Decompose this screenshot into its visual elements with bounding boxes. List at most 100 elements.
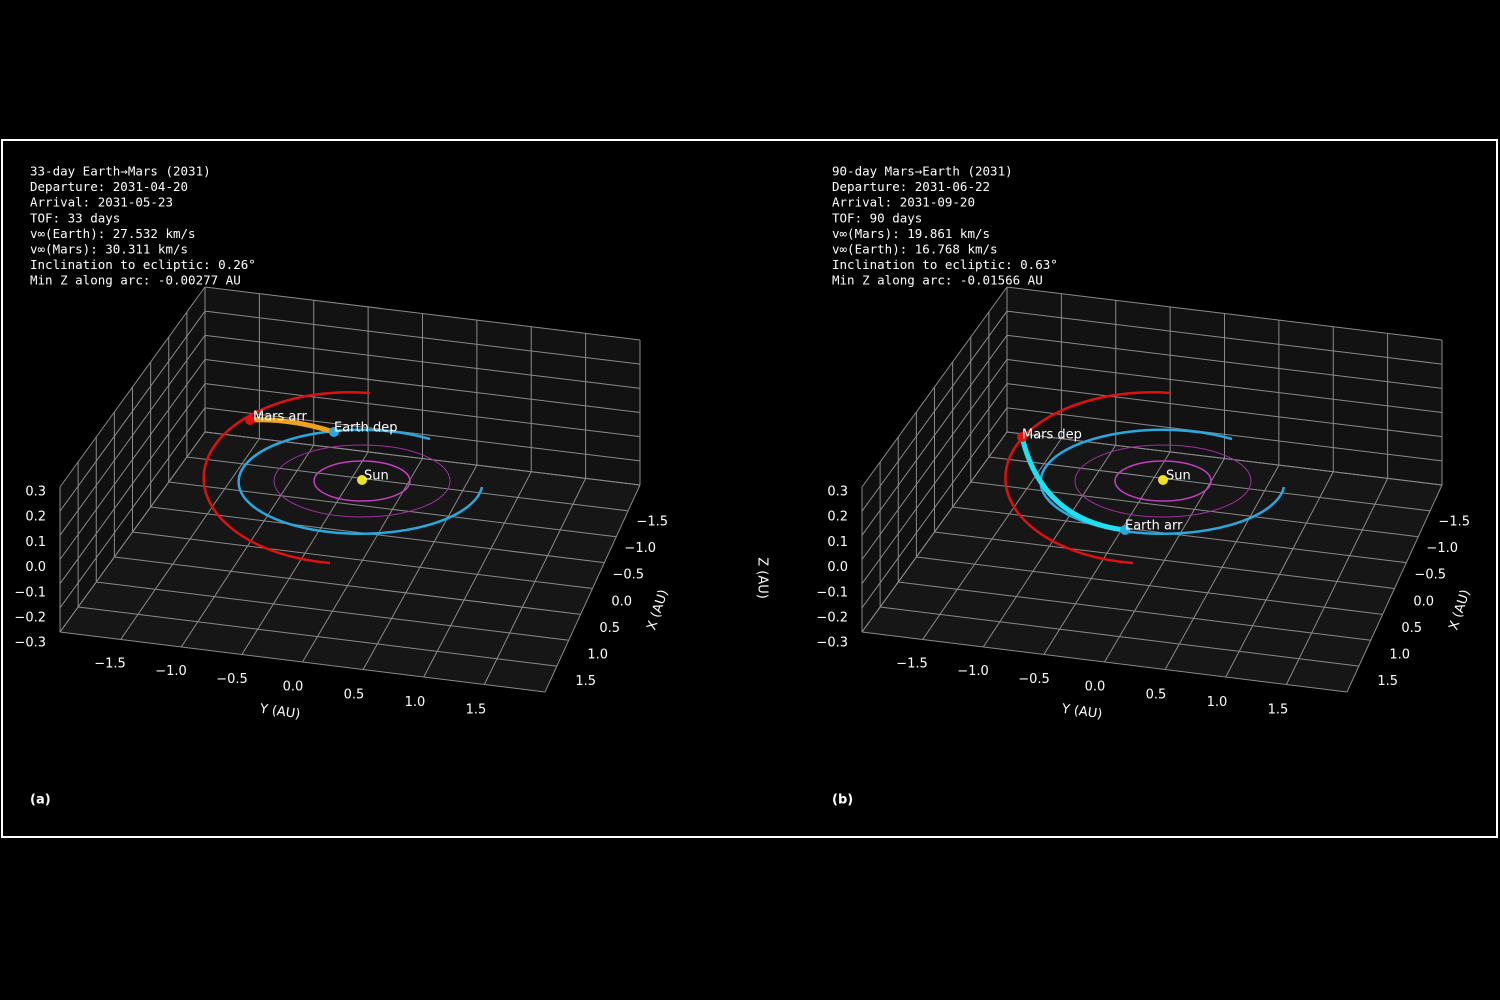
floor-grid-line xyxy=(952,506,1407,564)
mars-orbit xyxy=(202,390,371,565)
y-tick-label: 0.5 xyxy=(1146,687,1167,702)
y-tick-label: 0.0 xyxy=(283,680,304,695)
marker-label: Earth arr xyxy=(1125,519,1183,534)
x-tick-label: −1.5 xyxy=(1438,515,1470,530)
marker-label: Sun xyxy=(364,469,389,484)
info-line: Departure: 2031-06-22 xyxy=(832,179,990,194)
info-line: 33-day Earth→Mars (2031) xyxy=(30,164,211,179)
back-grid-line xyxy=(1006,286,1443,341)
back-grid-line xyxy=(204,310,641,365)
transfer-arc xyxy=(1019,436,1126,533)
earth-orbit xyxy=(1039,428,1286,536)
info-line: v∞(Mars): 30.311 km/s xyxy=(30,242,188,257)
z-tick-label: 0.3 xyxy=(827,485,848,500)
y-tick-label: −1.5 xyxy=(896,657,928,672)
y-tick-label: 0.5 xyxy=(344,687,365,702)
x-tick-label: 1.5 xyxy=(575,674,596,689)
mercury-orbit xyxy=(313,460,411,502)
y-tick-label: 1.0 xyxy=(1207,695,1228,710)
info-line: Min Z along arc: -0.00277 AU xyxy=(30,273,241,288)
floor-pane xyxy=(60,432,640,692)
mars-orbit xyxy=(1004,391,1171,565)
y-axis-label: Y (AU) xyxy=(1060,702,1103,723)
z-tick-label: −0.3 xyxy=(816,636,848,651)
floor-grid-line xyxy=(988,456,1431,512)
y-tick-label: −1.5 xyxy=(94,657,126,672)
panel-label: (a) xyxy=(30,793,51,808)
floor-grid-line xyxy=(1225,471,1334,678)
x-tick-label: 0.0 xyxy=(611,594,632,609)
info-line: TOF: 33 days xyxy=(30,210,120,225)
floor-grid-line xyxy=(1164,464,1280,670)
side-grid-line xyxy=(59,286,206,488)
side-grid-line xyxy=(861,359,1008,560)
floor-grid-line xyxy=(186,456,629,512)
sun xyxy=(1158,475,1168,485)
x-tick-label: 1.0 xyxy=(587,648,608,663)
y-tick-label: 0.0 xyxy=(1085,680,1106,695)
marker-label: Mars arr xyxy=(253,410,308,425)
transfer-arc xyxy=(249,417,335,435)
y-tick-label: −0.5 xyxy=(216,672,248,687)
side-grid-line xyxy=(59,310,206,512)
back-grid-line xyxy=(1006,334,1443,389)
y-axis-label: Y (AU) xyxy=(258,702,301,723)
y-tick-label: 1.0 xyxy=(405,695,426,710)
back-grid-line xyxy=(204,431,641,486)
panel: Mars arr Earth dep Sun 33-day Earth→Mars (2… xyxy=(14,164,671,808)
y-tick-label: 1.5 xyxy=(466,703,487,718)
z-tick-label: −0.2 xyxy=(14,611,46,626)
floor-grid-line xyxy=(362,464,478,670)
marker-label: Sun xyxy=(1166,469,1191,484)
info-line: Arrival: 2031-05-23 xyxy=(30,195,173,210)
info-line: Inclination to ecliptic: 0.63° xyxy=(832,257,1058,272)
back-grid-line xyxy=(204,334,641,389)
back-grid-line xyxy=(1006,407,1443,462)
y-tick-label: 1.5 xyxy=(1268,703,1289,718)
x-tick-label: 0.0 xyxy=(1413,594,1434,609)
x-tick-label: −1.5 xyxy=(636,515,668,530)
side-grid-line xyxy=(861,431,1008,633)
back-grid-line xyxy=(1006,310,1443,365)
floor-grid-line xyxy=(1285,478,1389,685)
x-tick-label: −0.5 xyxy=(612,568,644,583)
side-grid-line xyxy=(861,407,1008,609)
floor-grid-line xyxy=(544,484,641,693)
info-line: 90-day Mars→Earth (2031) xyxy=(832,164,1013,179)
panel-label: (b) xyxy=(832,793,853,808)
z-tick-label: −0.3 xyxy=(14,636,46,651)
sun xyxy=(357,475,367,485)
y-tick-label: −0.5 xyxy=(1018,672,1050,687)
back-grid-line xyxy=(1006,383,1443,438)
z-tick-label: 0.1 xyxy=(25,535,46,550)
info-line: v∞(Earth): 16.768 km/s xyxy=(832,242,998,257)
floor-pane xyxy=(862,432,1442,692)
venus-orbit xyxy=(1074,444,1252,518)
back-grid-line xyxy=(204,359,641,413)
x-tick-label: −1.0 xyxy=(1426,541,1458,556)
z-tick-label: 0.3 xyxy=(25,485,46,500)
x-tick-label: −0.5 xyxy=(1414,568,1446,583)
z-axis-label: Z (AU) xyxy=(755,557,770,599)
y-tick-label: −1.0 xyxy=(957,664,989,679)
floor-grid-line xyxy=(150,506,605,564)
floor-grid-line xyxy=(934,531,1395,589)
floor-grid-line xyxy=(168,481,617,538)
y-tick-label: −1.0 xyxy=(155,664,187,679)
marker-label: Earth dep xyxy=(334,421,398,436)
back-grid-line xyxy=(204,286,641,341)
back-grid-line xyxy=(1006,431,1443,486)
floor-grid-line xyxy=(132,531,593,589)
info-line: Inclination to ecliptic: 0.26° xyxy=(30,257,256,272)
departure-point xyxy=(329,427,339,437)
x-tick-label: −1.0 xyxy=(624,541,656,556)
floor-grid-line xyxy=(483,478,587,685)
info-line: TOF: 90 days xyxy=(832,210,922,225)
side-grid-line xyxy=(59,431,206,633)
back-grid-line xyxy=(204,383,641,438)
floor-grid-line xyxy=(423,471,532,678)
x-tick-label: 0.5 xyxy=(599,621,620,636)
z-tick-label: −0.1 xyxy=(14,585,46,600)
side-grid-line xyxy=(59,383,206,584)
